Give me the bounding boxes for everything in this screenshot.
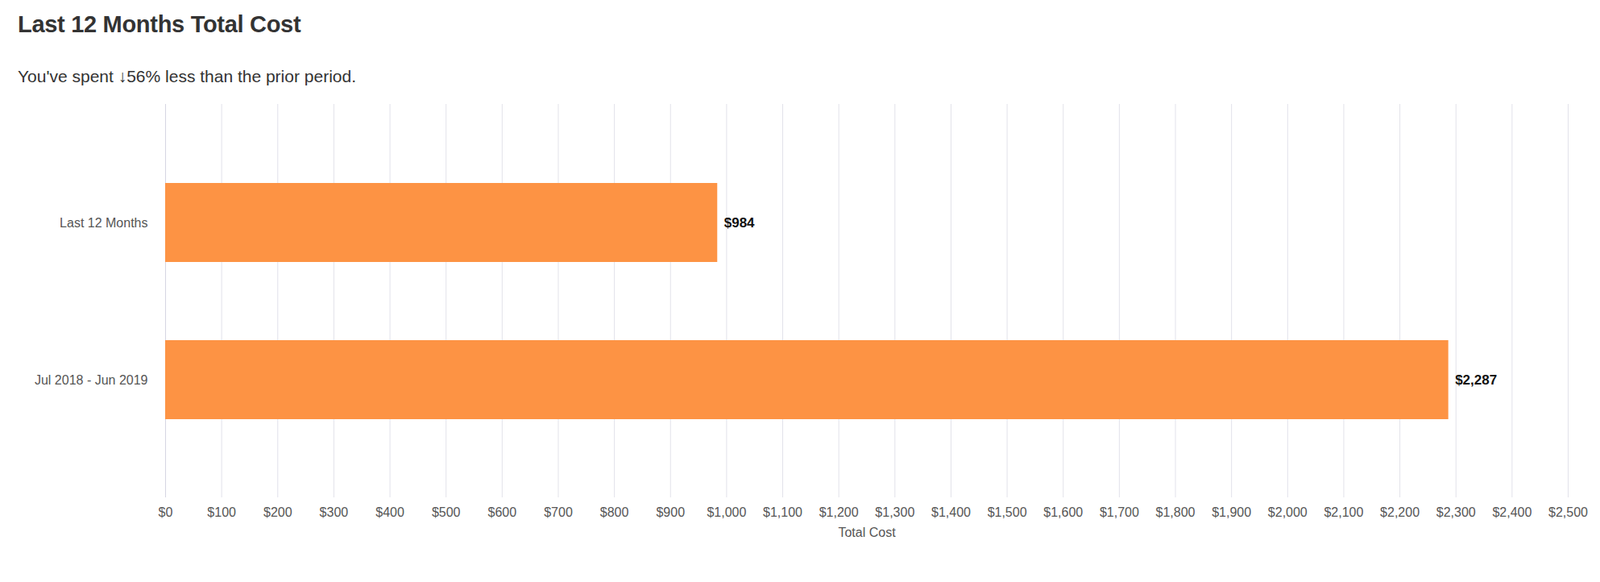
svg-text:$2,100: $2,100 <box>1323 505 1364 519</box>
svg-text:$1,400: $1,400 <box>931 505 971 519</box>
svg-text:$1,000: $1,000 <box>706 505 747 519</box>
svg-text:$2,287: $2,287 <box>1454 372 1497 388</box>
svg-text:$1,500: $1,500 <box>987 505 1028 519</box>
svg-text:$100: $100 <box>207 505 237 519</box>
svg-text:$0: $0 <box>158 505 174 519</box>
svg-text:$1,800: $1,800 <box>1156 505 1196 519</box>
svg-text:$1,300: $1,300 <box>874 505 915 519</box>
svg-text:$400: $400 <box>375 505 405 519</box>
svg-text:$800: $800 <box>600 505 630 519</box>
svg-text:$1,100: $1,100 <box>762 505 803 519</box>
svg-text:$984: $984 <box>724 215 755 231</box>
svg-text:$600: $600 <box>488 505 518 519</box>
svg-text:Last 12 Months: Last 12 Months <box>59 215 148 230</box>
html-text:Last 12 Months Total Cost: Last 12 Months Total Cost <box>17 11 301 38</box>
svg-text:$200: $200 <box>263 505 293 519</box>
svg-text:$700: $700 <box>543 505 573 519</box>
svg-text:$2,400: $2,400 <box>1492 505 1532 519</box>
svg-text:$500: $500 <box>431 505 461 519</box>
svg-text:Total Cost: Total Cost <box>837 525 896 539</box>
svg-text:$900: $900 <box>655 505 685 519</box>
svg-text:$1,200: $1,200 <box>819 505 859 519</box>
html-text:You've spent ↓56% less than th: You've spent ↓56% less than the prior pe… <box>17 66 357 86</box>
svg-text:$1,700: $1,700 <box>1099 505 1140 519</box>
svg-text:$2,300: $2,300 <box>1436 505 1476 519</box>
svg-text:$2,000: $2,000 <box>1268 505 1308 519</box>
svg-text:$2,500: $2,500 <box>1548 505 1588 519</box>
svg-text:$1,600: $1,600 <box>1043 505 1083 519</box>
svg-text:$300: $300 <box>319 505 349 519</box>
svg-text:Jul 2018 - Jun 2019: Jul 2018 - Jun 2019 <box>34 373 149 387</box>
svg-text:$2,200: $2,200 <box>1380 505 1420 519</box>
svg-text:$1,900: $1,900 <box>1211 505 1252 519</box>
